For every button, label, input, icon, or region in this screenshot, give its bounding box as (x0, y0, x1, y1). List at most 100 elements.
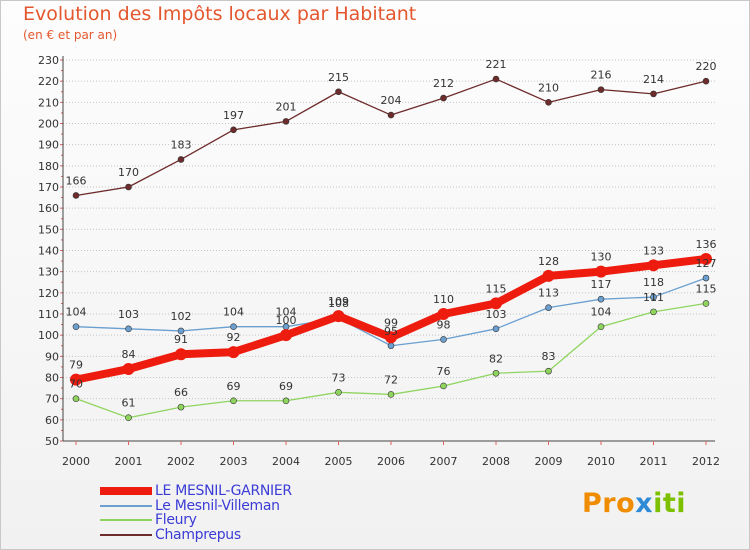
data-point (440, 94, 447, 102)
legend-label: LE MESNIL-GARNIER (155, 483, 292, 499)
data-label: 99 (384, 316, 398, 329)
data-point (702, 274, 710, 282)
y-tick-label: 150 (38, 223, 59, 236)
data-point (387, 391, 395, 398)
data-label: 127 (696, 257, 717, 270)
data-point (332, 310, 345, 323)
data-label: 183 (171, 138, 192, 151)
data-point (282, 118, 290, 125)
data-point (177, 403, 185, 411)
data-label: 69 (279, 380, 293, 393)
data-label: 115 (486, 282, 507, 295)
data-label: 84 (122, 348, 136, 361)
x-tick-label: 2008 (482, 455, 510, 468)
data-label: 98 (437, 318, 451, 331)
data-label: 103 (118, 308, 139, 321)
data-label: 113 (538, 287, 559, 300)
data-label: 70 (69, 378, 83, 391)
data-label: 104 (66, 306, 87, 319)
y-tick-label: 60 (45, 414, 59, 427)
data-label: 102 (171, 310, 192, 323)
y-tick-label: 90 (45, 350, 59, 363)
data-label: 104 (223, 306, 244, 319)
data-label: 82 (489, 352, 503, 365)
x-tick-label: 2006 (377, 455, 405, 468)
y-tick-label: 230 (38, 54, 59, 67)
data-point (650, 90, 657, 98)
data-point (227, 346, 240, 359)
data-point (177, 327, 185, 335)
data-label: 111 (643, 291, 664, 304)
data-label: 128 (538, 255, 559, 268)
y-tick-label: 190 (38, 139, 59, 152)
data-label: 212 (433, 77, 454, 90)
legend-swatch (100, 504, 152, 507)
data-point (175, 348, 187, 361)
x-tick-label: 2007 (430, 455, 458, 468)
data-label: 115 (696, 282, 717, 295)
data-label: 91 (174, 333, 188, 346)
data-point (650, 293, 657, 301)
legend-swatch (100, 519, 152, 521)
x-tick-label: 2012 (692, 455, 720, 468)
data-point (230, 397, 237, 405)
data-label: 72 (384, 373, 398, 386)
data-point (702, 77, 710, 85)
legend-label: Fleury (155, 512, 197, 528)
y-tick-label: 210 (38, 96, 59, 109)
data-point (70, 373, 82, 386)
y-tick-label: 170 (38, 181, 59, 194)
proxiti-logo: Proxiti (582, 488, 686, 519)
data-point (125, 414, 132, 422)
x-tick-label: 2000 (62, 455, 90, 468)
y-tick-label: 220 (38, 75, 59, 88)
data-point (387, 342, 395, 350)
data-label: 76 (437, 365, 451, 378)
y-tick-label: 50 (45, 435, 59, 448)
y-tick-label: 100 (38, 329, 59, 342)
data-label: 201 (276, 100, 297, 113)
data-label: 118 (643, 276, 664, 289)
y-tick-label: 130 (38, 266, 59, 279)
data-point (490, 297, 502, 310)
y-tick-label: 110 (38, 308, 59, 321)
y-tick-label: 140 (38, 245, 59, 258)
data-point (545, 367, 552, 375)
data-point (335, 88, 342, 96)
data-point (492, 325, 500, 333)
data-label: 104 (591, 306, 612, 319)
data-point (230, 323, 237, 331)
data-label: 95 (384, 325, 398, 338)
y-tick-label: 70 (45, 393, 59, 406)
line-chart: 50 60 70 80 90 100 110 120 130 140 150 160 170 180 190… (38, 54, 720, 468)
data-label: 100 (276, 314, 297, 327)
data-label: 220 (696, 60, 717, 73)
data-point (437, 308, 450, 320)
legend-swatch (100, 487, 152, 495)
data-label: 216 (591, 69, 612, 82)
legend-label: Le Mesnil-Villeman (155, 497, 280, 514)
y-tick-label: 160 (38, 202, 59, 215)
x-tick-label: 2003 (220, 455, 248, 468)
data-label: 133 (643, 244, 664, 257)
data-label: 214 (643, 73, 664, 86)
legend-label: Champrepus (155, 526, 241, 543)
data-label: 210 (538, 81, 559, 94)
data-point (122, 363, 135, 376)
data-label: 136 (696, 238, 717, 251)
data-point (385, 331, 397, 344)
data-label: 83 (542, 350, 556, 363)
data-label: 79 (69, 359, 83, 372)
data-label: 104 (276, 306, 297, 319)
data-point (125, 325, 132, 333)
data-point (545, 304, 552, 311)
data-point (440, 382, 447, 390)
data-point (597, 323, 605, 331)
data-label: 61 (122, 397, 136, 410)
data-label: 130 (591, 251, 612, 264)
data-label: 221 (486, 58, 507, 71)
data-point (597, 295, 605, 303)
data-point (650, 308, 657, 316)
x-tick-label: 2010 (587, 455, 615, 468)
data-point (280, 329, 292, 342)
